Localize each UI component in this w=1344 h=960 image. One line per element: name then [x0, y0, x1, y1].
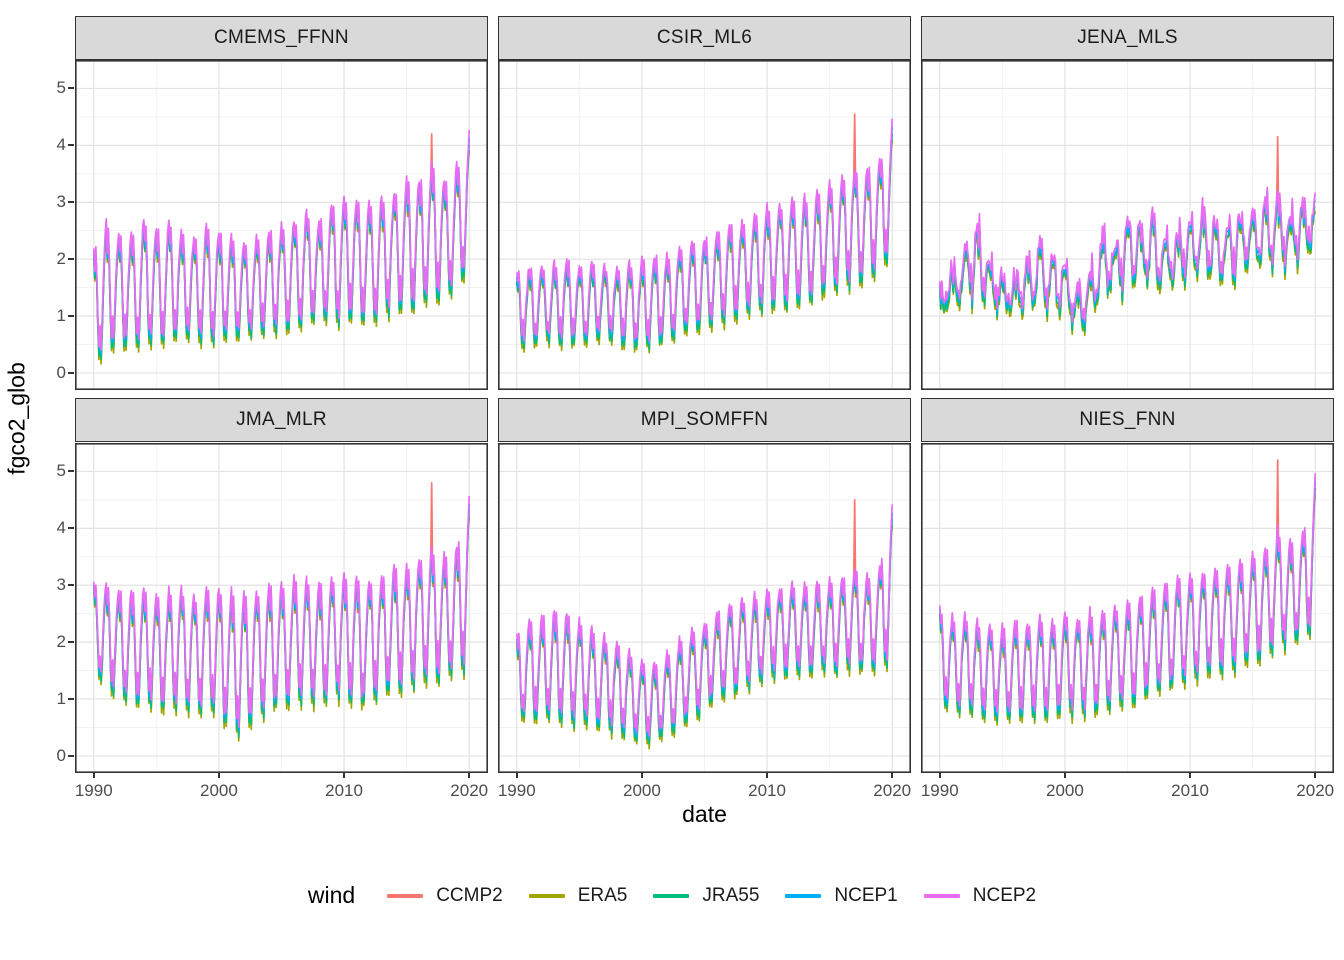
x-tick-mark: [515, 772, 518, 778]
x-tick-mark: [217, 772, 220, 778]
x-tick-label: 2020: [1296, 781, 1335, 800]
panel-border: [921, 60, 1334, 390]
y-tick-label: 4: [56, 135, 66, 155]
facet-panel-JMA_MLR: [75, 443, 488, 773]
y-tick-label: 0: [56, 362, 66, 382]
x-tick-mark: [891, 772, 894, 778]
x-tick-mark: [92, 772, 95, 778]
facet-title: JENA_MLS: [1077, 27, 1178, 48]
panel-border: [75, 60, 488, 390]
x-tick-label: 2000: [1046, 781, 1084, 800]
series-line-NCEP2: [92, 495, 471, 729]
y-tick-mark: [68, 584, 74, 587]
series-line-NCEP2: [938, 186, 1317, 323]
legend-key-line: [785, 893, 822, 898]
legend-item-NCEP1: NCEP1: [785, 884, 898, 907]
y-tick-label: 0: [56, 745, 66, 765]
series-line-NCEP2: [515, 118, 894, 343]
facet-strip: MPI_SOMFFN: [498, 398, 911, 442]
series-line-NCEP2: [515, 504, 894, 737]
facet-panel-JENA_MLS: [921, 60, 1334, 390]
x-tick-mark: [938, 772, 941, 778]
y-tick-label: 4: [56, 518, 66, 538]
facet-title: JMA_MLR: [236, 409, 327, 430]
y-tick-mark: [68, 201, 74, 204]
y-tick-mark: [68, 470, 74, 473]
facet-panel-MPI_SOMFFN: [498, 443, 911, 773]
facet-title: MPI_SOMFFN: [640, 409, 769, 430]
y-tick-mark: [68, 527, 74, 530]
y-tick-mark: [68, 698, 74, 701]
y-tick-mark: [68, 315, 74, 318]
y-tick-mark: [68, 87, 74, 90]
x-tick-mark: [1189, 772, 1192, 778]
legend-items: CCMP2 ERA5 JRA55 NCEP1 NCEP2: [387, 885, 1036, 907]
x-tick-label: 2020: [450, 781, 489, 800]
y-tick-mark: [68, 258, 74, 261]
legend-label: NCEP1: [834, 884, 898, 906]
legend-label: ERA5: [577, 884, 628, 906]
x-tick-label: 1990: [920, 781, 959, 800]
facet-title: NIES_FNN: [1079, 409, 1176, 430]
y-tick-mark: [68, 144, 74, 147]
legend-label: NCEP2: [972, 884, 1037, 906]
facet-strip: NIES_FNN: [921, 398, 1334, 442]
legend-item-CCMP2: CCMP2: [387, 885, 503, 907]
y-tick-label: 1: [56, 306, 66, 326]
facet-strip: JENA_MLS: [921, 16, 1334, 60]
y-tick-label: 3: [56, 575, 66, 595]
x-tick-label: 2000: [623, 781, 661, 800]
x-tick-label: 2010: [748, 781, 786, 800]
legend-item-NCEP2: NCEP2: [923, 884, 1037, 907]
series-line-NCEP2: [938, 473, 1317, 714]
series-line-NCEP2: [92, 129, 471, 351]
y-tick-label: 2: [56, 632, 66, 652]
x-tick-mark: [1314, 772, 1317, 778]
panel-border: [921, 443, 1334, 773]
x-tick-label: 2010: [1171, 781, 1209, 800]
panel-border: [75, 443, 488, 773]
y-tick-label: 5: [56, 78, 66, 98]
legend-key-line: [923, 893, 960, 898]
y-tick-label: 5: [56, 461, 66, 481]
x-tick-label: 2000: [200, 781, 238, 800]
x-tick-label: 1990: [497, 781, 536, 800]
legend-title: wind: [307, 882, 356, 908]
facet-title: CSIR_ML6: [656, 27, 753, 48]
facet-panel-NIES_FNN: [921, 443, 1334, 773]
legend-key-line: [653, 893, 690, 898]
x-axis-title: date: [682, 801, 727, 827]
x-tick-mark: [343, 772, 346, 778]
legend-item-JRA55: JRA55: [653, 885, 759, 907]
facet-strip: JMA_MLR: [75, 398, 488, 442]
y-tick-label: 1: [56, 689, 66, 709]
legend-label: JRA55: [702, 884, 760, 906]
facet-panel-CSIR_ML6: [498, 60, 911, 390]
facet-strip: CSIR_ML6: [498, 16, 911, 60]
x-tick-mark: [468, 772, 471, 778]
panel-border: [498, 443, 911, 773]
facet-title: CMEMS_FFNN: [214, 27, 349, 48]
legend-key-line: [387, 893, 424, 898]
x-tick-mark: [766, 772, 769, 778]
y-tick-mark: [68, 371, 74, 374]
x-tick-label: 2010: [325, 781, 363, 800]
y-tick-label: 3: [56, 192, 66, 212]
y-tick-mark: [68, 754, 74, 757]
legend: wind CCMP2 ERA5 JRA55 NCEP1 NCEP2: [0, 882, 1344, 909]
facet-strip: CMEMS_FFNN: [75, 16, 488, 60]
x-tick-mark: [1063, 772, 1066, 778]
facet-panel-CMEMS_FFNN: [75, 60, 488, 390]
legend-key-line: [528, 893, 565, 898]
x-tick-label: 1990: [74, 781, 113, 800]
y-tick-label: 2: [56, 249, 66, 269]
legend-label: CCMP2: [436, 884, 503, 906]
x-tick-mark: [640, 772, 643, 778]
y-tick-mark: [68, 641, 74, 644]
x-tick-label: 2020: [873, 781, 912, 800]
panel-border: [498, 60, 911, 390]
legend-item-ERA5: ERA5: [528, 884, 628, 907]
